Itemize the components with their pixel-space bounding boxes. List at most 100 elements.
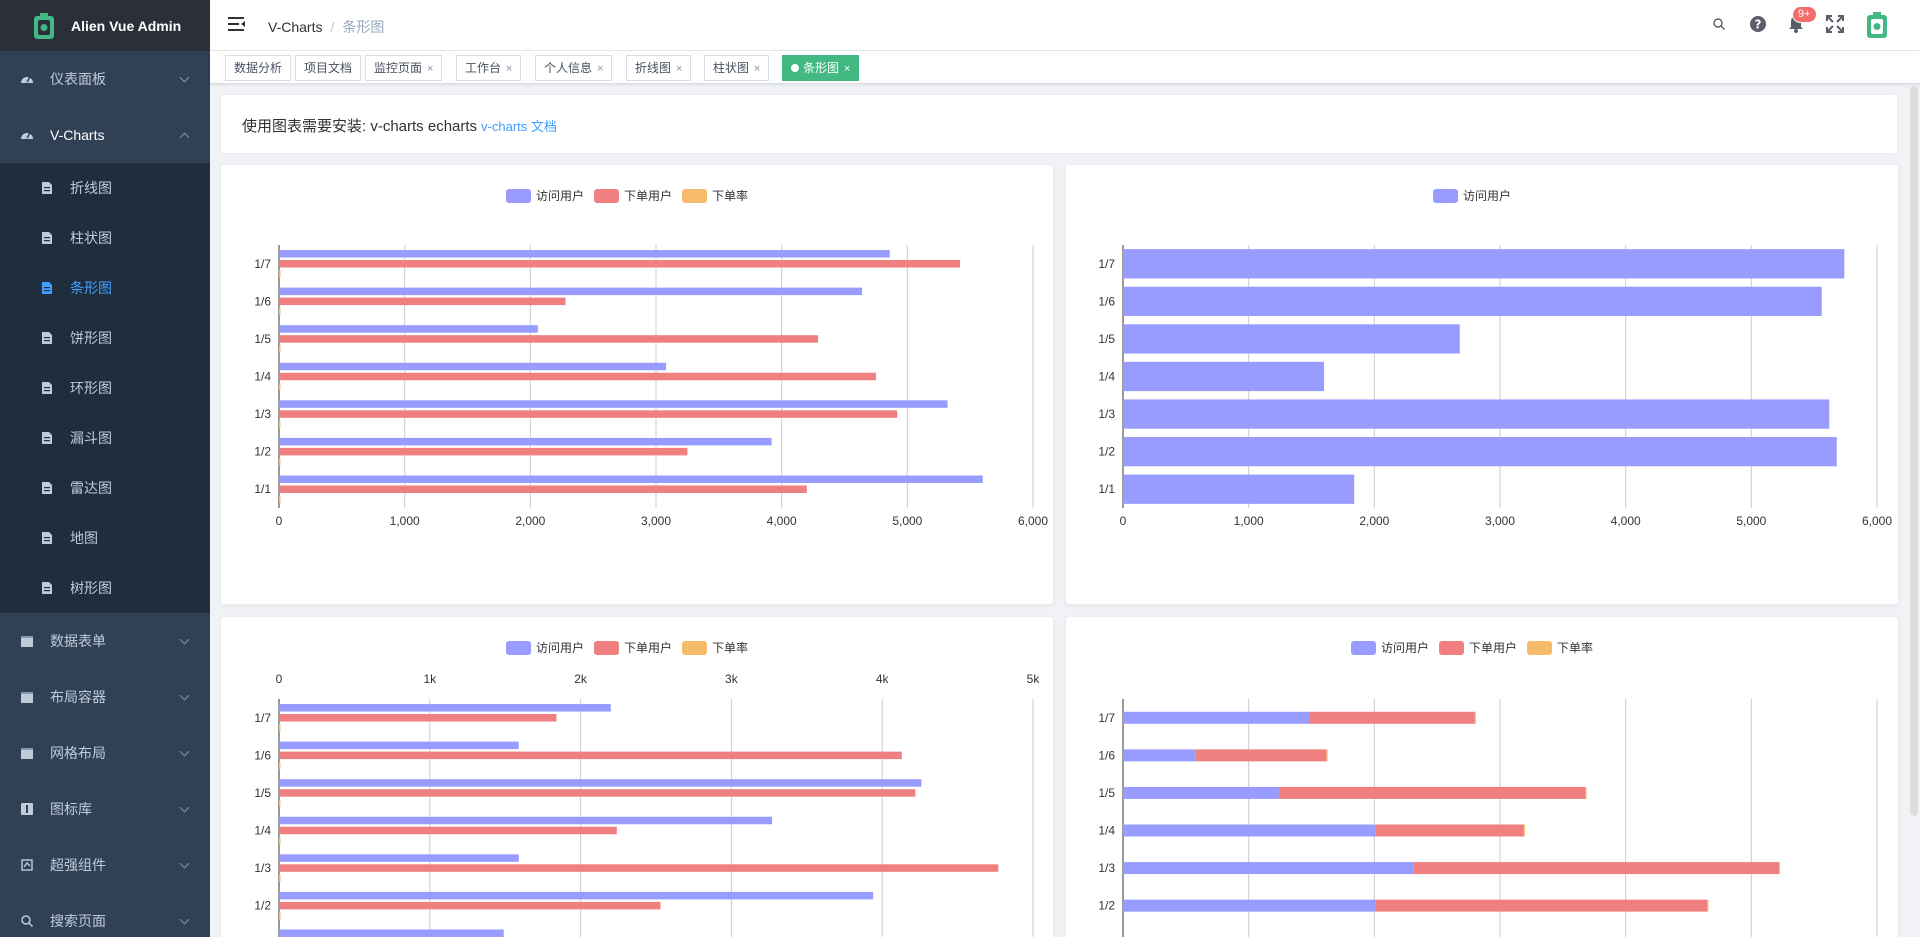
bar-下单用户-1/2[interactable] (279, 447, 688, 456)
fullscreen-icon[interactable] (1825, 14, 1845, 34)
menu-super-components[interactable]: 超强组件 (0, 837, 210, 893)
close-icon[interactable]: × (844, 63, 851, 75)
bar-下单率-1/3[interactable] (279, 420, 281, 428)
bar-访问用户-1/3[interactable] (1123, 862, 1414, 875)
bar-下单用户-1/4[interactable] (279, 372, 876, 381)
bar-访问用户-1/5[interactable] (279, 779, 922, 787)
tag-data-analysis[interactable]: 数据分析 (225, 55, 292, 81)
bar-下单用户-1/3[interactable] (279, 864, 999, 872)
bar-访问用户-1/5[interactable] (1123, 324, 1460, 354)
bar-下单用户-1/4[interactable] (1375, 824, 1524, 837)
bar-下单用户-1/3[interactable] (279, 410, 898, 418)
legend-item[interactable]: 访问用户 (1351, 640, 1429, 655)
bar-下单率-1/4[interactable] (279, 836, 281, 845)
bar-下单率-1/2[interactable] (279, 911, 281, 920)
close-icon[interactable]: × (676, 63, 683, 75)
bar-下单率-1/7[interactable] (279, 724, 281, 732)
submenu-item-radar[interactable]: 雷达图 (0, 463, 210, 513)
bar-访问用户-1/2[interactable] (1123, 436, 1837, 467)
search-icon[interactable] (1709, 14, 1729, 34)
tag-monitor-page[interactable]: 监控页面 × (365, 55, 443, 81)
bar-访问用户-1/5[interactable] (279, 325, 538, 333)
legend-item[interactable]: 下单用户 (1439, 640, 1517, 655)
bar-下单用户-1/6[interactable] (1195, 749, 1327, 762)
bar-访问用户-1/7[interactable] (279, 250, 890, 258)
bar-下单率-1/5[interactable] (1585, 786, 1587, 799)
bar-下单率-1/2[interactable] (279, 457, 281, 466)
submenu-item-tree[interactable]: 树形图 (0, 563, 210, 613)
legend-item[interactable]: 下单率 (682, 188, 748, 203)
submenu-item-bar[interactable]: 条形图 (0, 263, 210, 313)
bar-访问用户-1/6[interactable] (1123, 749, 1196, 762)
legend-item[interactable]: 下单用户 (594, 188, 672, 203)
menu-dashboard[interactable]: 仪表面板 (0, 51, 210, 107)
close-icon[interactable]: × (754, 63, 761, 75)
bar-访问用户-1/3[interactable] (279, 854, 519, 862)
bar-访问用户-1/6[interactable] (279, 287, 863, 296)
bar-下单用户-1/5[interactable] (1278, 786, 1586, 799)
bar-访问用户-1/6[interactable] (1123, 286, 1822, 317)
bar-访问用户-1/5[interactable] (1123, 786, 1279, 799)
bar-访问用户-1/6[interactable] (279, 741, 519, 750)
bar-下单率-1/7[interactable] (1474, 711, 1476, 724)
bar-下单率-1/1[interactable] (279, 495, 281, 503)
breadcrumb-item[interactable]: V-Charts (268, 19, 323, 35)
page-scrollbar[interactable] (1910, 86, 1918, 816)
tag-profile[interactable]: 个人信息 × (535, 55, 613, 81)
bar-下单率-1/4[interactable] (1523, 824, 1525, 837)
v-charts-docs-link[interactable]: v-charts 文档 (481, 119, 557, 134)
menu-search-page[interactable]: 搜索页面 (0, 893, 210, 937)
legend-item[interactable]: 下单率 (1527, 640, 1593, 655)
bar-访问用户-1/2[interactable] (279, 437, 772, 446)
submenu-item-ring[interactable]: 环形图 (0, 363, 210, 413)
logo[interactable]: Alien Vue Admin (0, 0, 210, 51)
bar-下单率-1/2[interactable] (1707, 899, 1709, 912)
bar-下单率-1/7[interactable] (279, 270, 281, 278)
submenu-item-funnel[interactable]: 漏斗图 (0, 413, 210, 463)
menu-v-charts[interactable]: V-Charts (0, 107, 210, 163)
bar-下单率-1/6[interactable] (1326, 749, 1328, 762)
bar-下单用户-1/5[interactable] (279, 335, 819, 343)
bar-下单用户-1/6[interactable] (279, 751, 902, 760)
tag-column-chart[interactable]: 柱状图 × (704, 55, 770, 81)
bar-访问用户-1/4[interactable] (279, 816, 773, 825)
bar-下单用户-1/3[interactable] (1413, 862, 1779, 875)
bar-下单用户-1/7[interactable] (279, 714, 557, 722)
legend-item[interactable]: 访问用户 (1433, 188, 1511, 203)
menu-data-form[interactable]: 数据表单 (0, 613, 210, 669)
tag-bar-chart[interactable]: 条形图 × (782, 55, 860, 81)
bar-访问用户-1/4[interactable] (279, 362, 667, 371)
legend-item[interactable]: 访问用户 (506, 640, 584, 655)
bar-访问用户-1/7[interactable] (279, 704, 611, 712)
bar-下单用户-1/2[interactable] (1375, 899, 1708, 912)
bar-下单率-1/3[interactable] (1778, 862, 1780, 875)
menu-layout-container[interactable]: 布局容器 (0, 669, 210, 725)
bar-下单率-1/6[interactable] (279, 307, 281, 316)
bar-访问用户-1/1[interactable] (1123, 474, 1355, 504)
user-avatar[interactable] (1866, 12, 1888, 38)
close-icon[interactable]: × (597, 63, 604, 75)
menu-grid-layout[interactable]: 网格布局 (0, 725, 210, 781)
tag-project-docs[interactable]: 项目文档 (295, 55, 362, 81)
help-icon[interactable]: ? (1748, 14, 1768, 34)
bar-下单用户-1/7[interactable] (1308, 711, 1475, 724)
bar-访问用户-1/2[interactable] (279, 891, 874, 900)
close-icon[interactable]: × (427, 63, 434, 75)
bar-下单用户-1/2[interactable] (279, 901, 661, 910)
bar-下单率-1/6[interactable] (279, 761, 281, 770)
legend-item[interactable]: 访问用户 (506, 188, 584, 203)
bar-访问用户-1/2[interactable] (1123, 899, 1376, 912)
submenu-item-column[interactable]: 柱状图 (0, 213, 210, 263)
bar-下单用户-1/5[interactable] (279, 789, 916, 797)
bar-下单率-1/5[interactable] (279, 345, 281, 353)
submenu-item-pie[interactable]: 饼形图 (0, 313, 210, 363)
bar-下单率-1/4[interactable] (279, 382, 281, 391)
bar-访问用户-1/4[interactable] (1123, 824, 1376, 837)
close-icon[interactable]: × (506, 63, 513, 75)
bar-下单用户-1/4[interactable] (279, 826, 617, 835)
bar-访问用户-1/3[interactable] (279, 400, 948, 408)
bar-访问用户-1/1[interactable] (279, 929, 504, 937)
bar-访问用户-1/7[interactable] (1123, 249, 1845, 279)
bar-下单用户-1/1[interactable] (279, 485, 807, 493)
bar-下单率-1/5[interactable] (279, 799, 281, 807)
